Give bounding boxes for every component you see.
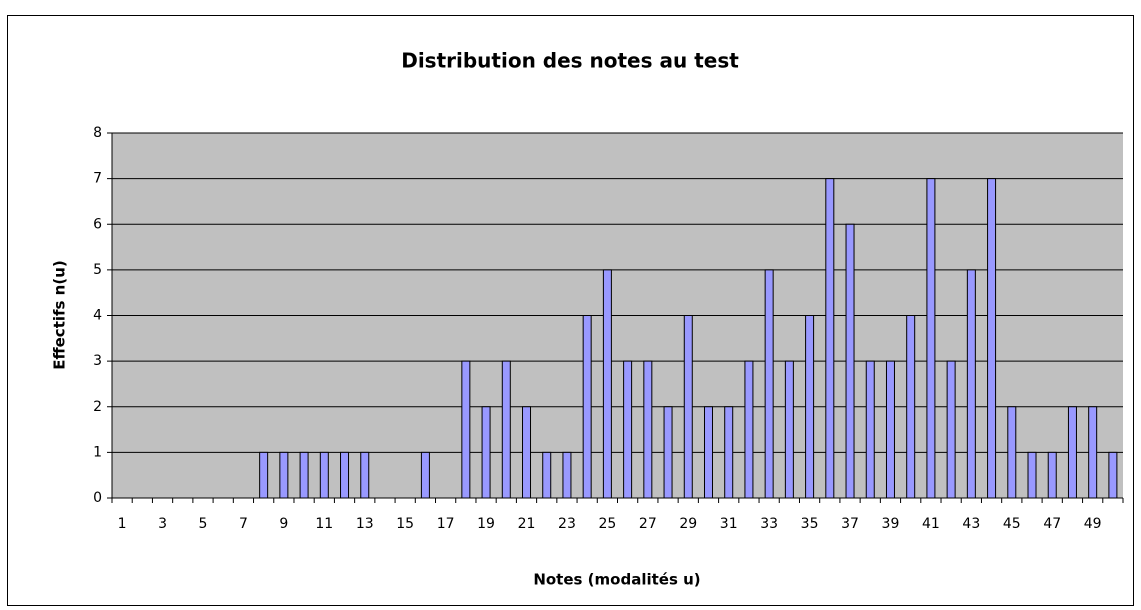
y-tick-label: 1 [93,444,102,460]
x-tick-label: 23 [558,516,576,532]
bar [319,451,329,499]
x-tick-label: 31 [720,516,738,532]
bar [744,360,754,499]
x-tick-label: 47 [1043,516,1061,532]
y-tick-label: 6 [93,216,102,232]
bar [481,406,491,499]
bar [703,406,713,499]
bar [683,315,693,499]
y-tick-label: 8 [93,125,102,141]
x-tick-label: 17 [437,516,455,532]
bar [1088,406,1098,499]
x-tick-label: 33 [760,516,778,532]
bar [623,360,633,499]
bar [946,360,956,499]
x-tick-label: 3 [158,516,167,532]
bar [784,360,794,499]
x-tick-label: 15 [396,516,414,532]
bar [1027,451,1037,499]
bar [522,406,532,499]
bar [360,451,370,499]
bar [562,451,572,499]
bar [461,360,471,499]
x-tick-label: 1 [118,516,127,532]
x-tick-label: 29 [679,516,697,532]
y-tick-label: 7 [93,171,102,187]
x-axis-label: Notes (modalités u) [533,571,700,589]
bar [885,360,895,499]
bar [865,360,875,499]
bar [926,178,936,499]
bar [582,315,592,499]
x-tick-label: 43 [962,516,980,532]
bar [643,360,653,499]
bar [724,406,734,499]
y-tick-label: 2 [93,399,102,415]
bar [259,451,269,499]
x-tick-label: 45 [1003,516,1021,532]
bar [663,406,673,499]
bar [420,451,430,499]
bar [764,269,774,499]
bar [299,451,309,499]
x-tick-label: 7 [239,516,248,532]
bar [1067,406,1077,499]
x-tick-label: 9 [279,516,288,532]
x-tick-label: 27 [639,516,657,532]
bar [542,451,552,499]
bar [340,451,350,499]
bar [1007,406,1017,499]
x-tick-label: 39 [882,516,900,532]
bar [825,178,835,499]
y-tick-label: 3 [93,353,102,369]
y-tick-label: 4 [93,308,102,324]
bar [1108,451,1118,499]
bar [1047,451,1057,499]
bar [845,223,855,499]
bar [501,360,511,499]
bar [602,269,612,499]
x-tick-label: 41 [922,516,940,532]
x-tick-label: 19 [477,516,495,532]
bar [966,269,976,499]
y-axis-label: Effectifs n(u) [51,260,69,370]
x-tick-label: 11 [315,516,333,532]
y-tick-label: 0 [93,490,102,506]
bar [987,178,997,499]
chart-title: Distribution des notes au test [401,49,739,73]
x-tick-label: 35 [801,516,819,532]
x-tick-label: 21 [518,516,536,532]
x-tick-label: 37 [841,516,859,532]
bar [279,451,289,499]
x-tick-label: 49 [1084,516,1102,532]
x-tick-label: 5 [199,516,208,532]
x-tick-label: 25 [598,516,616,532]
x-tick-label: 13 [356,516,374,532]
bar [805,315,815,499]
y-tick-label: 5 [93,262,102,278]
bar [906,315,916,499]
